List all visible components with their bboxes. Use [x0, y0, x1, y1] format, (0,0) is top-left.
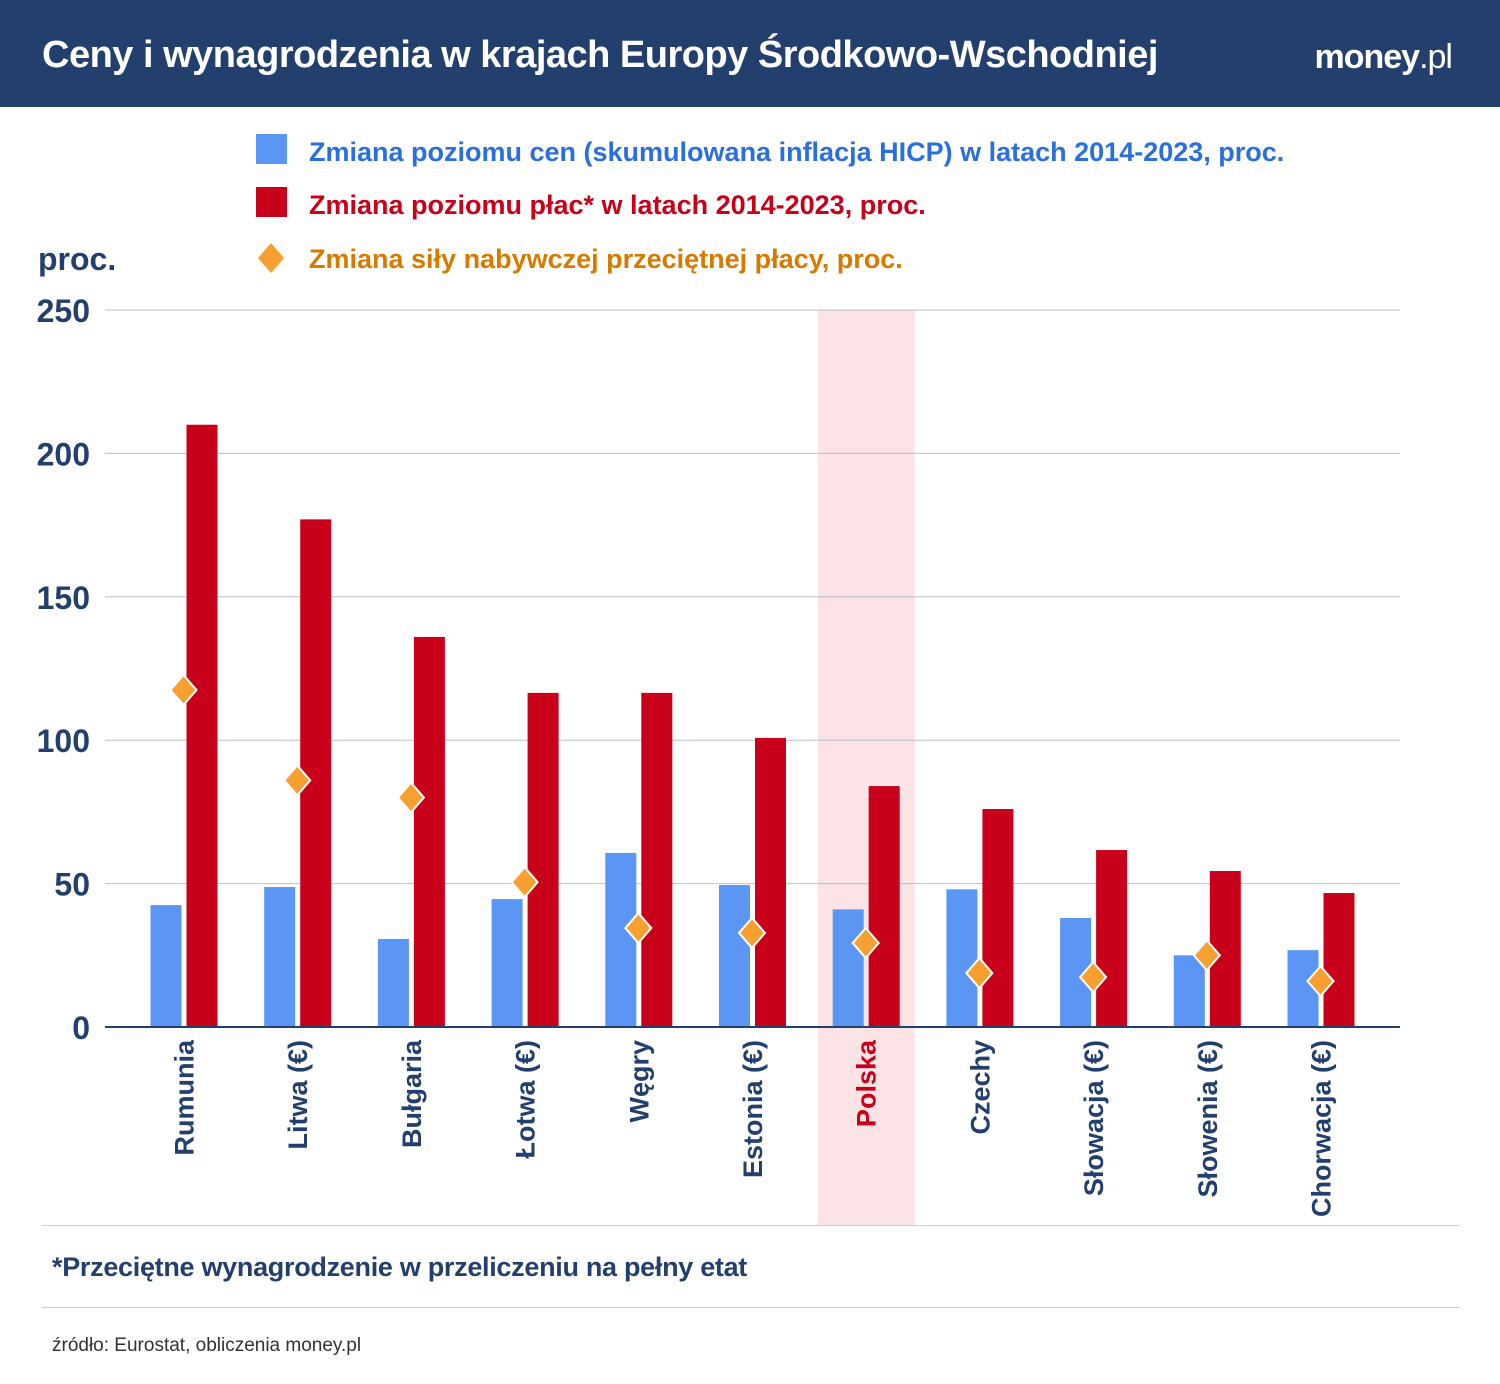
- y-tick-label: 50: [54, 867, 90, 903]
- diamond-purchasing-power: [1078, 960, 1108, 994]
- diamond-purchasing-power: [1192, 938, 1222, 972]
- divider: [42, 1225, 1460, 1226]
- bar-wages: [527, 692, 559, 1027]
- bar-wages: [641, 692, 673, 1027]
- y-tick-label: 200: [37, 436, 90, 472]
- footnote: *Przeciętne wynagrodzenie w przeliczeniu…: [52, 1252, 748, 1282]
- source: źródło: Eurostat, obliczenia money.pl: [52, 1335, 362, 1356]
- x-tick-label: Litwa (€): [283, 1040, 313, 1150]
- header: Ceny i wynagrodzenia w krajach Europy Śr…: [0, 0, 1500, 107]
- diamond-purchasing-power: [510, 865, 539, 899]
- divider: [42, 1307, 1460, 1308]
- bar-prices: [377, 938, 409, 1027]
- y-axis-label: proc.: [38, 241, 116, 277]
- x-tick-label: Słowacja (€): [1079, 1040, 1109, 1196]
- x-tick-label: Rumunia: [170, 1039, 200, 1155]
- diamond-purchasing-power: [169, 673, 198, 707]
- legend-swatch-prices: [256, 134, 287, 164]
- x-tick-label: Czechy: [965, 1040, 995, 1135]
- legend-label-wages: Zmiana poziomu płac* w latach 2014-2023,…: [309, 190, 926, 220]
- x-tick-label: Łotwa (€): [511, 1040, 541, 1159]
- x-tick-label: Chorwacja (€): [1307, 1040, 1337, 1217]
- x-tick-label: Słowenia (€): [1193, 1040, 1223, 1198]
- y-tick-label: 250: [37, 293, 90, 329]
- bar-prices: [605, 852, 637, 1027]
- bar-prices: [832, 909, 864, 1027]
- chart-title: Ceny i wynagrodzenia w krajach Europy Śr…: [42, 34, 1158, 76]
- diamond-purchasing-power: [965, 956, 994, 990]
- bar-prices: [946, 889, 978, 1027]
- diamond-purchasing-power: [737, 916, 767, 950]
- x-tick-label: Bułgaria: [397, 1039, 427, 1148]
- legend-diamond-icon: [258, 243, 284, 273]
- legend-swatch-wages: [256, 187, 287, 217]
- bar-wages: [1096, 850, 1128, 1027]
- bar-prices: [491, 899, 523, 1027]
- diamond-purchasing-power: [396, 781, 426, 815]
- x-tick-label: Estonia (€): [738, 1040, 768, 1178]
- y-tick-label: 0: [72, 1010, 90, 1046]
- bar-prices: [1173, 955, 1205, 1027]
- x-tick-label: Węgry: [624, 1040, 654, 1123]
- bar-prices: [719, 885, 750, 1027]
- y-tick-label: 100: [37, 723, 90, 759]
- bar-wages: [413, 636, 445, 1027]
- diamond-purchasing-power: [623, 911, 653, 945]
- diamond-purchasing-power: [1306, 964, 1335, 998]
- y-tick-label: 150: [37, 580, 90, 616]
- highlight-band: [817, 310, 915, 1225]
- x-tick-label: Polska: [852, 1039, 882, 1127]
- bar-wages: [1323, 893, 1355, 1027]
- bar-wages: [755, 737, 786, 1027]
- bar-wages: [300, 519, 332, 1027]
- money-pl-logo: money.pl: [1314, 38, 1453, 76]
- bar-wages: [982, 809, 1014, 1027]
- bar-wages: [186, 424, 218, 1028]
- chart: 0 50 100 150 200 250 proc. Zmiana poziomu cen (…: [37, 134, 1400, 1225]
- diamond-purchasing-power: [851, 926, 881, 960]
- bar-prices: [150, 905, 182, 1027]
- diamond-purchasing-power: [282, 763, 312, 797]
- bar-wages: [868, 786, 900, 1027]
- bar-prices: [264, 887, 296, 1027]
- legend-label-purchasing-power: Zmiana siły nabywczej przeciętnej płacy,…: [309, 244, 903, 274]
- legend-label-prices: Zmiana poziomu cen (skumulowana inflacja…: [309, 137, 1284, 167]
